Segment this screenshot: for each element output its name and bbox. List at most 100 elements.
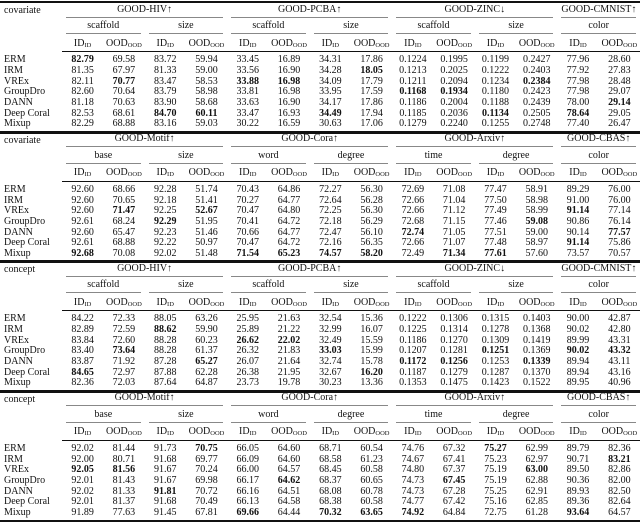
value: 89.93 [567,486,590,497]
best-value: 78.64 [567,108,590,119]
result-cell: 92.02 [62,440,103,454]
value: 72.18 [319,216,342,227]
value: 92.60 [71,227,94,238]
value: 66.13 [237,496,260,507]
value: 25.95 [237,313,260,324]
value: 77.40 [567,118,590,129]
method-name: Mixup [0,508,62,522]
method-name: IRM [0,325,62,336]
id-metric-header: IDID [557,36,598,52]
value: 51.48 [195,248,218,259]
id-metric-header: IDID [227,36,268,52]
result-cell: 34.31 [310,52,351,66]
value: 0.1475 [440,377,468,388]
best-value: 0.1251 [482,345,510,356]
best-value: 84.70 [154,108,177,119]
value: 68.71 [319,443,342,454]
value: 32.49 [319,335,342,346]
dataset-header: GOOD-CMNIST↑ [557,261,640,278]
id-metric-header: IDID [557,166,598,182]
result-cell: 83.72 [145,52,186,66]
best-value: 83.21 [608,454,631,465]
result-cell: 74.92 [392,508,433,522]
value: 60.78 [360,486,383,497]
value: 84.22 [71,313,94,324]
result-cell: 72.75 [475,508,516,522]
dataset-header: GOOD-CBAS↑ [557,132,640,149]
ood-metric-header: OODOOD [268,166,309,182]
ood-metric-header: OODOOD [351,295,392,311]
best-value: 63.00 [525,464,548,475]
value: 92.61 [71,237,94,248]
ood-metric-header: OODOOD [599,166,640,182]
value: 32.99 [319,324,342,335]
value: 77.50 [484,195,507,206]
value: 0.1234 [482,76,510,87]
result-cell: 64.60 [268,440,309,454]
best-value: 91.14 [567,205,590,216]
value: 91.68 [154,496,177,507]
value: 0.1423 [482,377,510,388]
value: 82.86 [608,464,631,475]
value: 82.29 [71,118,94,129]
value: 72.66 [402,205,425,216]
result-cell: 0.1224 [392,52,433,66]
value: 75.23 [484,454,507,465]
result-cell: 0.1222 [392,311,433,325]
id-metric-header: IDID [475,295,516,311]
value: 0.1315 [482,313,510,324]
value: 82.36 [71,377,94,388]
value: 65.47 [113,227,136,238]
value: 17.86 [360,54,383,65]
id-metric-header: IDID [475,425,516,441]
value: 71.07 [443,237,466,248]
id-metric-header: IDID [227,295,268,311]
value: 62.28 [195,367,218,378]
ood-metric-header: OODOOD [599,295,640,311]
domain-header: word [227,149,310,166]
value: 83.16 [154,118,177,129]
value: 64.60 [278,443,301,454]
id-metric-header: IDID [392,425,433,441]
value: 77.51 [484,227,507,238]
domain-header: degree [310,408,393,425]
id-metric-header: IDID [392,295,433,311]
value: 16.59 [278,118,301,129]
value: 89.29 [567,184,590,195]
dataset-header: GOOD-PCBA↑ [227,261,392,278]
id-metric-header: IDID [392,36,433,52]
value: 60.54 [360,443,383,454]
value: 82.60 [71,86,94,97]
value: 72.68 [402,216,425,227]
value: 17.06 [360,118,383,129]
value: 0.2094 [440,76,468,87]
value: 66.17 [237,475,260,486]
value: 82.50 [608,486,631,497]
value: 74.76 [402,443,425,454]
value: 90.86 [567,216,590,227]
result-cell: 64.57 [599,508,640,522]
value: 0.1419 [523,335,551,346]
value: 64.58 [278,496,301,507]
ood-metric-header: OODOOD [268,425,309,441]
value: 83.72 [154,54,177,65]
ood-metric-header: OODOOD [434,295,475,311]
dataset-header: GOOD-Motif↑ [62,132,227,149]
value: 0.1403 [523,313,551,324]
id-metric-header: IDID [62,36,103,52]
ood-metric-header: OODOOD [351,36,392,52]
value: 81.18 [71,97,94,108]
best-value: 70.77 [113,76,136,87]
dataset-header: GOOD-Cora↑ [227,391,392,408]
value: 26.38 [237,367,260,378]
domain-header: base [62,149,145,166]
value: 75.16 [484,496,507,507]
value: 81.33 [113,486,136,497]
value: 58.91 [525,184,548,195]
value: 34.31 [319,54,342,65]
ood-metric-header: OODOOD [103,425,144,441]
domain-header: degree [475,149,558,166]
